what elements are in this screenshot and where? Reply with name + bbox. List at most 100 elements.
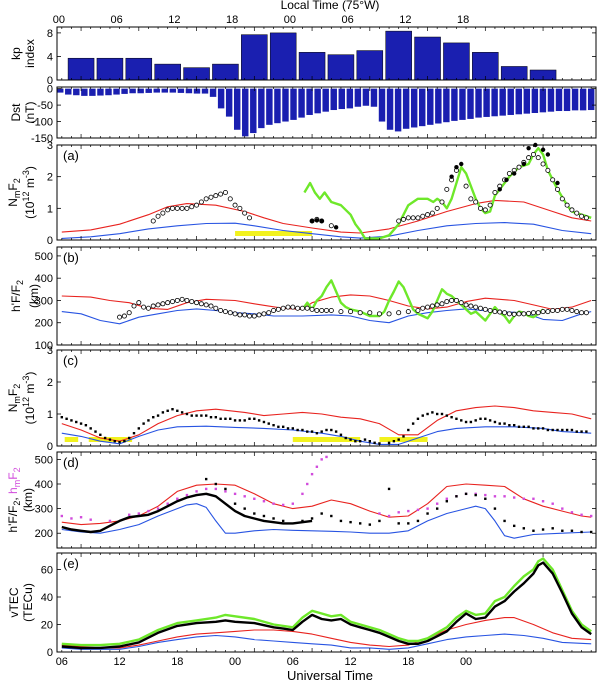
data-point — [213, 305, 219, 311]
bottom-tick-label: 00 — [460, 656, 472, 668]
data-point — [325, 455, 328, 459]
dst-bar — [547, 88, 555, 112]
dst-bar — [105, 88, 112, 96]
dst-bar — [531, 88, 539, 113]
data-point — [445, 497, 449, 500]
data-point — [70, 419, 73, 422]
data-point — [291, 502, 295, 505]
data-point — [113, 440, 116, 443]
data-point — [541, 427, 545, 430]
data-point — [227, 196, 233, 202]
y-tick-label: 3 — [47, 140, 53, 152]
data-point — [522, 497, 526, 500]
plot-area — [57, 350, 596, 446]
data-point — [405, 215, 411, 221]
data-point — [127, 513, 131, 516]
data-point — [574, 309, 580, 315]
data-point — [415, 215, 421, 221]
dst-bar — [129, 88, 136, 94]
data-point — [396, 218, 402, 224]
dst-bar — [145, 88, 152, 93]
data-point — [521, 311, 527, 317]
data-point — [328, 307, 334, 313]
data-point — [537, 427, 540, 430]
data-point — [320, 430, 323, 433]
data-point — [397, 522, 400, 525]
kp-bar — [500, 66, 528, 81]
data-point — [310, 517, 314, 520]
data-point — [358, 522, 362, 525]
data-point — [94, 430, 97, 433]
data-point — [469, 420, 473, 424]
data-point — [541, 500, 545, 503]
data-point — [508, 424, 511, 427]
data-point — [559, 306, 565, 312]
kp-bar — [298, 52, 326, 81]
y-axis-label: h'F/F2, hmF2(km) — [6, 467, 35, 532]
data-point — [214, 487, 218, 491]
data-point — [503, 519, 506, 523]
data-point — [194, 300, 200, 306]
data-point — [166, 409, 169, 412]
data-point — [387, 441, 391, 444]
data-point — [165, 300, 171, 306]
dst-bar — [121, 88, 128, 94]
data-point — [473, 199, 479, 205]
observation-bar — [64, 437, 79, 442]
data-point — [169, 299, 175, 305]
data-point — [233, 419, 237, 422]
data-point — [333, 225, 339, 230]
data-point — [145, 305, 151, 311]
data-point — [416, 508, 420, 512]
data-point — [301, 492, 304, 496]
data-point — [530, 151, 536, 157]
dst-bar — [266, 88, 273, 125]
data-point — [453, 297, 459, 303]
dst-bar — [298, 88, 305, 118]
dst-bar — [274, 88, 281, 124]
series-c-0 — [61, 405, 592, 442]
data-point — [449, 297, 455, 303]
data-point — [484, 497, 487, 500]
dst-bar — [81, 88, 88, 96]
data-point — [445, 414, 449, 417]
data-point — [137, 427, 141, 430]
dst-bar — [539, 88, 547, 113]
data-point — [306, 430, 309, 433]
y-tick-label: 100 — [35, 340, 53, 352]
data-point — [426, 512, 429, 515]
series-line — [301, 279, 544, 324]
dst-bar — [57, 88, 64, 93]
data-point — [555, 186, 561, 192]
data-point — [579, 213, 585, 219]
series-line — [61, 425, 592, 445]
data-point — [243, 419, 246, 422]
dst-bar — [185, 88, 193, 94]
data-point — [535, 310, 541, 316]
data-point — [155, 213, 161, 219]
data-point — [455, 417, 458, 420]
data-point — [246, 313, 252, 319]
plot-area — [57, 145, 596, 240]
data-point — [296, 428, 299, 432]
data-point — [503, 495, 506, 498]
series-a-4 — [309, 142, 560, 230]
bottom-tick-label: 12 — [113, 656, 125, 668]
data-point — [530, 310, 536, 316]
data-point — [142, 422, 145, 425]
series-line — [61, 633, 592, 650]
data-point — [266, 310, 272, 316]
data-point — [285, 304, 291, 310]
data-point — [208, 194, 214, 200]
data-point — [280, 305, 286, 311]
data-point — [169, 205, 175, 211]
y-tick-label: 2 — [47, 377, 53, 389]
dst-bar — [346, 88, 354, 109]
dst-bar — [402, 88, 410, 129]
data-point — [174, 297, 180, 303]
data-point — [506, 311, 512, 317]
series-line — [61, 405, 592, 442]
kp-bar — [385, 30, 412, 81]
dst-bar — [370, 88, 378, 107]
data-point — [392, 440, 396, 443]
